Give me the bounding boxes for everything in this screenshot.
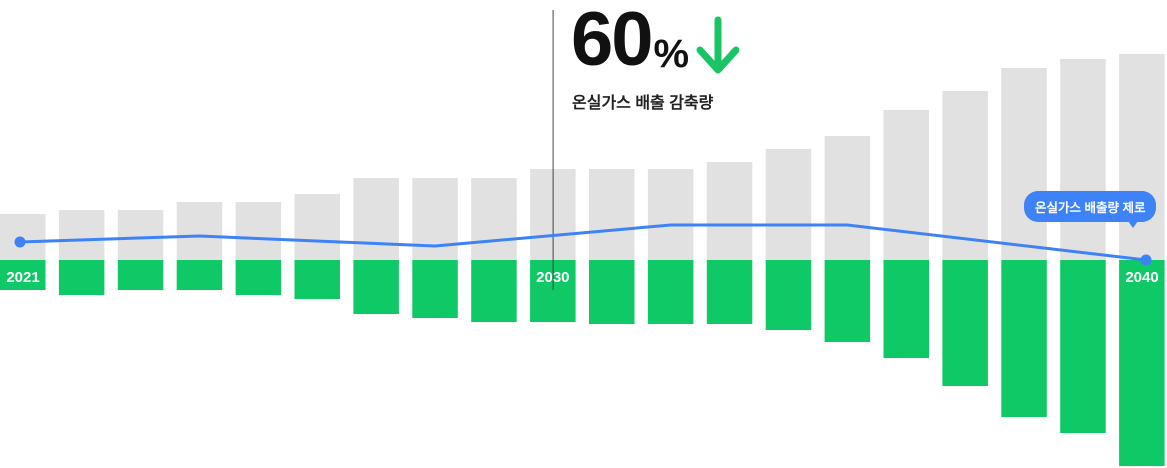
tick-label-2030: 2030 — [536, 269, 569, 286]
gray-bar-2021 — [0, 214, 46, 260]
gray-bar-2024 — [176, 202, 223, 260]
gray-bar-2027 — [353, 178, 399, 260]
gray-bar-2022 — [58, 210, 105, 260]
gray-bar-2029 — [471, 178, 517, 260]
gray-bar-2023 — [117, 210, 164, 260]
gray-bar-2038 — [1001, 68, 1047, 260]
arrow-down-icon — [696, 16, 740, 74]
green-bar-2027 — [353, 260, 399, 314]
zero-emission-callout: 온실가스 배출량 제로 — [1024, 191, 1157, 228]
gray-bar-2037 — [942, 91, 988, 260]
green-bar-2021 — [0, 260, 46, 290]
gray-bar-2035 — [824, 136, 871, 260]
gray-bar-2028 — [412, 178, 458, 260]
tick-label-2021: 2021 — [6, 269, 39, 286]
green-bar-2033 — [706, 260, 753, 324]
tick-label-2040: 2040 — [1125, 269, 1158, 286]
gray-bar-2032 — [647, 169, 694, 260]
green-bar-2039 — [1060, 260, 1106, 433]
green-bar-2024 — [176, 260, 223, 290]
gray-bar-2025 — [235, 202, 282, 260]
green-bar-2037 — [942, 260, 988, 386]
green-bar-2028 — [412, 260, 458, 318]
green-bar-2023 — [117, 260, 164, 290]
gray-bar-2039 — [1060, 59, 1106, 260]
gray-bar-2036 — [883, 110, 929, 260]
green-bar-2022 — [58, 260, 105, 295]
green-bar-2040 — [1119, 260, 1165, 466]
gray-bar-2033 — [706, 162, 753, 260]
green-bar-2035 — [824, 260, 871, 342]
green-bar-2025 — [235, 260, 282, 295]
gray-bar-2034 — [765, 149, 812, 260]
headline: 60 % — [571, 2, 741, 78]
green-bar-2036 — [883, 260, 929, 358]
green-bar-2026 — [294, 260, 340, 299]
point-2021 — [14, 236, 26, 248]
headline-value: 60 — [571, 0, 654, 82]
headline-unit: % — [653, 32, 690, 76]
green-bar-2032 — [647, 260, 694, 324]
green-bar-2031 — [589, 260, 635, 324]
green-bar-2034 — [765, 260, 812, 330]
green-bar-2029 — [471, 260, 517, 322]
gray-bar-2026 — [294, 194, 340, 260]
point-2040 — [1140, 254, 1152, 266]
gray-bar-2040 — [1119, 54, 1165, 260]
gray-bar-2031 — [589, 169, 635, 260]
headline-caption: 온실가스 배출 감축량 — [572, 95, 714, 112]
green-bar-2038 — [1001, 260, 1047, 417]
trend-line — [19, 223, 1147, 262]
